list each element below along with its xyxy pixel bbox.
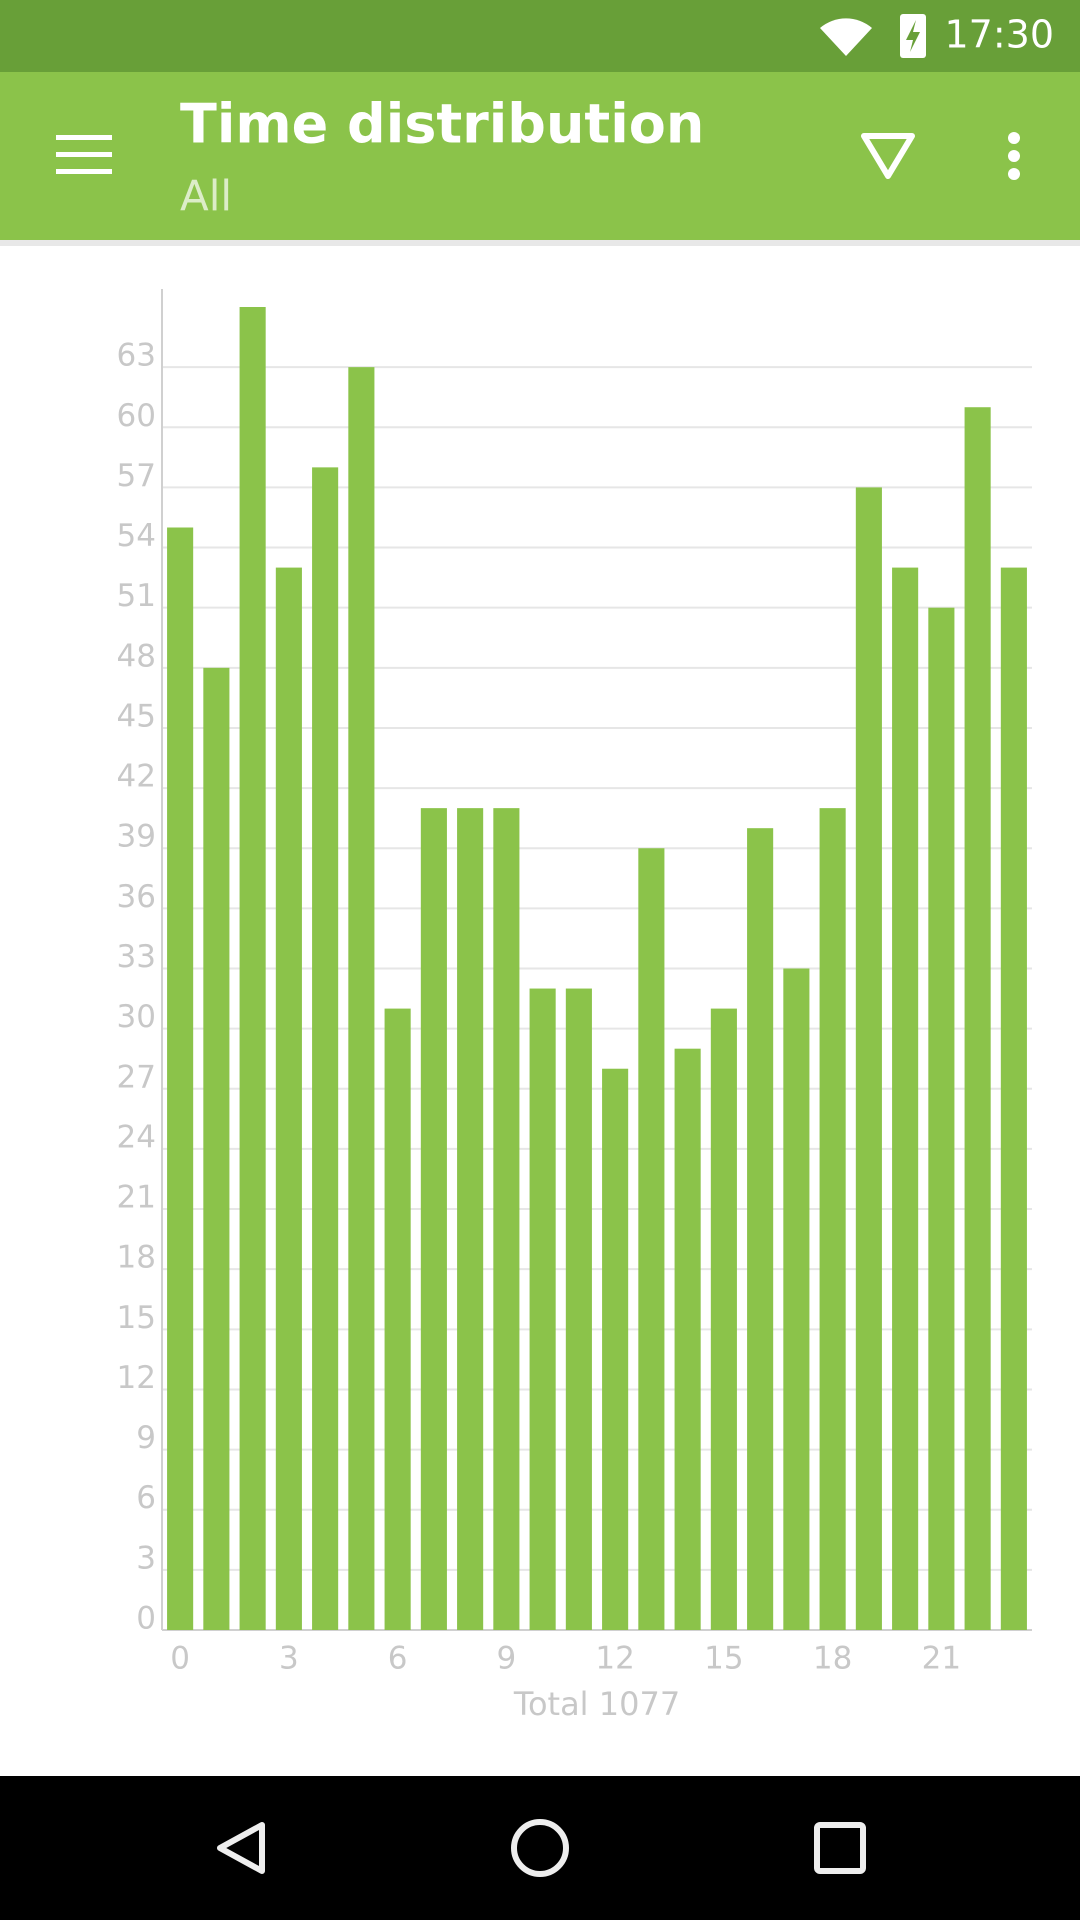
bar [239,307,266,1630]
bar [384,1008,411,1630]
bar [964,407,991,1630]
y-tick-label: 63 [117,338,156,374]
bar [602,1068,629,1630]
bar [710,1008,737,1630]
y-tick-label: 45 [117,698,156,734]
app-bar-shadow [0,240,1080,246]
y-tick-label: 24 [117,1119,156,1155]
app-title: Time distribution [180,93,704,156]
bar [348,367,375,1630]
y-tick-label: 15 [117,1300,156,1336]
bar [312,467,339,1630]
y-tick-label: 0 [136,1601,156,1637]
bar [457,808,484,1630]
bar [783,968,810,1630]
x-tick-label: 6 [388,1641,408,1677]
bar [1000,567,1027,1631]
chart: 0369121518212427303336394245485154576063… [117,289,1032,1723]
x-tick-label: 21 [922,1641,961,1677]
status-time: 17:30 [944,13,1054,57]
battery-bolt [906,20,920,52]
app-subtitle: All [180,172,232,221]
y-tick-label: 57 [117,458,156,494]
bar [275,567,302,1631]
y-tick-label: 12 [117,1360,156,1396]
y-tick-label: 33 [117,939,156,975]
recents-button[interactable] [814,1822,866,1874]
y-tick-label: 6 [136,1480,156,1516]
nav-bar [0,1776,1080,1920]
y-tick-label: 36 [117,879,156,915]
x-tick-label: 18 [813,1641,852,1677]
y-tick-label: 9 [136,1420,156,1456]
x-tick-label: 0 [170,1641,190,1677]
x-tick-label: 15 [704,1641,743,1677]
y-tick-label: 48 [117,638,156,674]
bar [855,487,882,1631]
y-tick-label: 51 [117,578,156,614]
y-tick-label: 60 [117,398,156,434]
bar [819,808,846,1630]
y-tick-label: 54 [117,518,156,554]
bar [420,808,447,1630]
bar [892,567,919,1631]
x-tick-label: 9 [497,1641,517,1677]
bar [529,988,556,1630]
back-button[interactable] [217,1822,265,1874]
x-tick-label: 3 [279,1641,299,1677]
wifi-icon [820,18,872,57]
y-tick-label: 27 [117,1059,156,1095]
bar [565,988,592,1630]
y-tick-label: 3 [136,1540,156,1576]
home-button[interactable] [511,1819,569,1877]
bar [928,607,955,1630]
x-tick-label: 12 [595,1641,634,1677]
y-tick-label: 39 [117,819,156,855]
filter-button[interactable] [861,133,915,179]
y-tick-label: 21 [117,1180,156,1216]
bar [203,667,230,1630]
y-tick-label: 30 [117,999,156,1035]
bar [167,527,194,1630]
y-tick-label: 42 [117,759,156,795]
bar [493,808,520,1630]
menu-button[interactable] [56,135,112,174]
y-tick-label: 18 [117,1240,156,1276]
x-axis-label: Total 1077 [513,1685,680,1723]
overflow-button[interactable] [1008,132,1020,180]
bar [638,848,665,1630]
bar [674,1048,701,1630]
bar [747,828,774,1630]
